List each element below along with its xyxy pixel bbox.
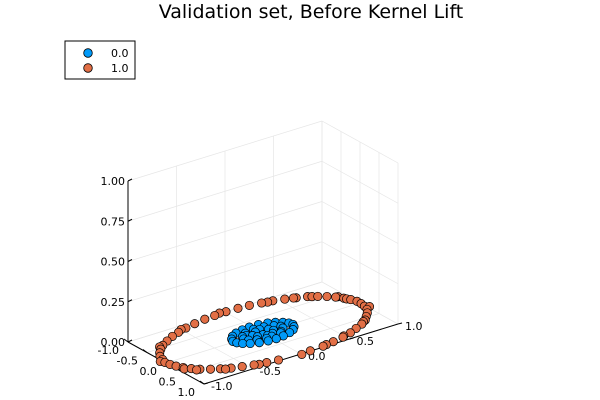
grid-side-z-4 — [127, 120, 323, 182]
point-series-1-27 — [210, 310, 220, 321]
grid-floor-y-1 — [176, 326, 253, 370]
z-tick-label-3: 0.75 — [101, 215, 126, 228]
grid-back-z-1 — [321, 241, 399, 285]
grid-side-z-2 — [127, 201, 323, 262]
point-series-1-49 — [249, 360, 259, 370]
point-series-0-21 — [263, 336, 273, 346]
point-series-1-51 — [273, 355, 284, 365]
point-series-1-3 — [338, 332, 348, 342]
x-tick-label-4: 1.0 — [178, 386, 196, 399]
legend-marker-0 — [83, 48, 93, 58]
point-series-0-19 — [245, 338, 255, 349]
grid-back-z-3 — [321, 160, 399, 204]
point-series-1-18 — [313, 291, 323, 301]
x-tick-1 — [142, 349, 148, 353]
x-tick-label-1: -0.5 — [117, 355, 138, 368]
z-tick-label-0: 0.00 — [101, 336, 126, 349]
y-tick-label-1: -0.5 — [260, 365, 281, 378]
legend-label-0: 0.0 — [111, 47, 129, 60]
point-series-1-16 — [331, 292, 341, 302]
y-tick-3 — [349, 337, 354, 340]
y-tick-label-3: 0.5 — [357, 335, 375, 348]
y-tick-label-4: 1.0 — [405, 320, 423, 333]
x-tick-label-2: 0.0 — [140, 365, 158, 378]
point-series-1-24 — [244, 300, 254, 310]
z-tick-4 — [127, 178, 133, 182]
point-series-1-29 — [190, 319, 200, 329]
point-series-1-1 — [318, 341, 328, 351]
grid-back-z-2 — [321, 201, 399, 244]
point-series-0-20 — [254, 338, 264, 348]
grid-side-z-3 — [127, 160, 323, 222]
z-tick-0 — [127, 339, 133, 343]
point-series-1-50 — [262, 358, 272, 368]
y-tick-4 — [397, 322, 403, 325]
point-series-1-25 — [233, 303, 243, 313]
point-series-1-28 — [200, 314, 210, 324]
point-series-0-0 — [271, 334, 281, 344]
legend-box — [64, 40, 136, 80]
point-series-0-18 — [238, 338, 248, 349]
point-series-1-21 — [280, 294, 290, 304]
point-series-1-45 — [205, 364, 216, 374]
point-series-1-23 — [257, 298, 267, 308]
z-tick-label-1: 0.25 — [101, 296, 126, 309]
grid-back-z-4 — [321, 120, 399, 164]
grid-side-z-1 — [127, 241, 323, 303]
y-tick-0 — [203, 382, 209, 385]
point-series-1-0 — [305, 346, 315, 356]
point-series-1-69 — [288, 293, 299, 303]
z-tick-3 — [127, 218, 133, 222]
point-series-1-65 — [220, 364, 231, 374]
legend-label-1: 1.0 — [111, 62, 129, 75]
z-tick-1 — [127, 299, 133, 303]
z-tick-2 — [127, 259, 133, 262]
x-tick-0 — [123, 338, 129, 343]
z-tick-label-4: 1.00 — [101, 175, 126, 188]
legend-marker-1 — [83, 63, 93, 73]
point-series-1-48 — [237, 362, 247, 372]
chart-title: Validation set, Before Kernel Lift — [159, 1, 464, 23]
point-series-1-67 — [192, 365, 202, 375]
x-tick-label-3: 0.5 — [159, 376, 177, 389]
x-tick-label-0: -1.0 — [98, 344, 119, 357]
x-tick-4 — [199, 380, 205, 385]
y-tick-label-0: -1.0 — [211, 380, 232, 393]
point-series-1-52 — [297, 349, 307, 359]
z-tick-label-2: 0.50 — [101, 256, 126, 269]
grid-floor-y-3 — [273, 296, 350, 340]
legend: 0.0 1.0 — [64, 40, 136, 80]
data-points — [155, 291, 375, 375]
point-series-1-17 — [322, 291, 332, 302]
